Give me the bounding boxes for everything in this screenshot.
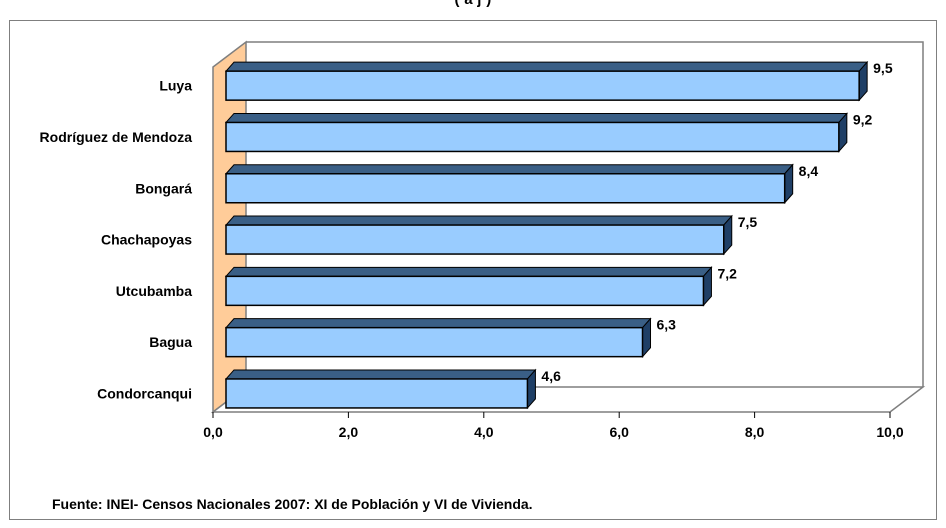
bar — [224, 266, 713, 307]
category-label: Utcubamba — [116, 283, 192, 299]
category-label: Rodríguez de Mendoza — [40, 129, 193, 145]
bar-top-face — [224, 112, 848, 123]
bar-top-face — [224, 369, 537, 380]
bar — [224, 163, 794, 205]
bar — [224, 368, 537, 410]
back-wall-outline — [246, 41, 924, 387]
bar-front-face — [225, 275, 705, 307]
bar-top-face — [224, 266, 713, 277]
category-label: Bongará — [135, 180, 192, 196]
bar — [224, 60, 869, 102]
data-label: 4,6 — [541, 368, 561, 384]
bar-front-face — [225, 173, 786, 204]
data-label: 7,5 — [738, 214, 758, 230]
x-tick-label: 0,0 — [203, 424, 223, 440]
bar-top-face — [224, 215, 733, 226]
bar-front-face — [225, 326, 644, 358]
bar-top-face — [224, 164, 794, 175]
labels-group: 0,0 2,0 4,0 6,0 8,0 10,0 9,5 Luya 9,2 Rodríguez d… — [40, 60, 904, 440]
data-label: 6,3 — [657, 317, 677, 333]
bar — [224, 214, 733, 256]
bar-front-face — [225, 224, 725, 255]
bar-front-face — [225, 70, 860, 101]
x-tick-label: 6,0 — [609, 424, 629, 440]
bar-front-face — [225, 378, 529, 409]
source-note: Fuente: INEI- Censos Nacionales 2007: XI… — [52, 496, 533, 512]
category-label: Chachapoyas — [101, 232, 192, 248]
bar-top-face — [224, 61, 869, 72]
category-label: Luya — [159, 78, 192, 94]
data-label: 8,4 — [799, 163, 819, 179]
x-tick-label: 2,0 — [339, 424, 359, 440]
data-label: 9,2 — [853, 111, 873, 127]
category-label: Condorcanqui — [97, 385, 192, 401]
bars-group — [224, 60, 869, 410]
data-label: 9,5 — [873, 60, 893, 76]
data-label: 7,2 — [717, 265, 737, 281]
x-tick-label: 10,0 — [876, 424, 903, 440]
x-tick-label: 8,0 — [745, 424, 765, 440]
category-label: Bagua — [149, 334, 192, 350]
bar-top-face — [224, 318, 652, 329]
x-tick-label: 4,0 — [474, 424, 494, 440]
bar — [224, 317, 652, 358]
chart-title-fragment: ( a j ) — [0, 0, 946, 8]
bar-front-face — [225, 121, 840, 153]
bar — [224, 112, 848, 153]
